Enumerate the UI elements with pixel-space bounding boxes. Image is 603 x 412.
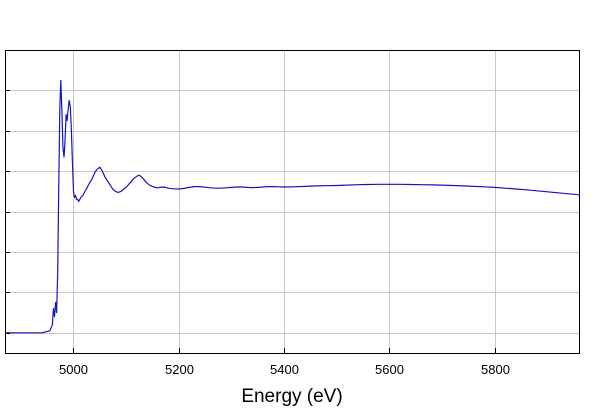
plot-frame [5,50,580,354]
grid [5,50,579,353]
x-tick-label: 5400 [270,362,299,377]
x-tick-label: 5800 [481,362,510,377]
x-tick-label: 5600 [375,362,404,377]
tick-labels: 5000 5200 5400 5600 5800 [59,362,510,377]
tick-marks [5,90,496,353]
x-axis-label: Energy (eV) [241,386,342,407]
x-tick-label: 5000 [59,362,88,377]
x-tick-label: 5200 [165,362,194,377]
series-line [5,79,580,334]
series-layer [5,79,580,334]
